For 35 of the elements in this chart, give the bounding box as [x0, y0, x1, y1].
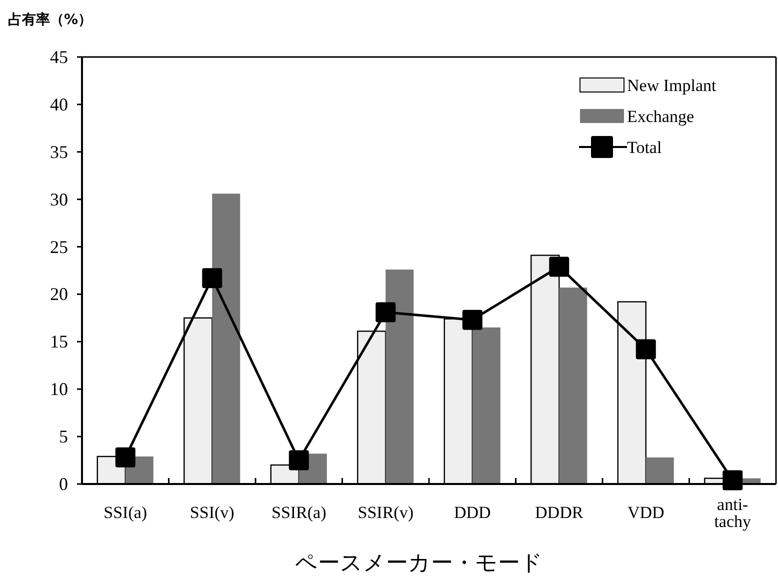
- bar: [212, 194, 240, 484]
- x-tick-label: DDDR: [535, 503, 584, 522]
- point: [202, 268, 222, 288]
- y-tick-label: 5: [59, 426, 68, 447]
- point: [462, 310, 482, 330]
- bar: [646, 457, 674, 484]
- y-tick-label: 10: [50, 379, 68, 400]
- point: [636, 339, 656, 360]
- y-tick-label: 30: [50, 189, 68, 210]
- y-tick-label: 15: [50, 332, 68, 352]
- bar: [559, 288, 588, 484]
- y-tick-label: 0: [59, 474, 68, 494]
- y-tick-label: 40: [50, 94, 68, 114]
- point: [376, 302, 396, 322]
- bar: [472, 327, 500, 484]
- y-tick-label: 35: [50, 142, 68, 162]
- legend-label: Exchange: [627, 107, 694, 126]
- y-tick-label: 45: [50, 47, 68, 67]
- x-tick-label: VDD: [627, 503, 664, 522]
- x-tick-label: DDD: [454, 503, 491, 522]
- y-axis-title: 占有率（%）: [8, 11, 92, 28]
- point: [115, 447, 136, 468]
- y-tick-label: 25: [50, 236, 68, 257]
- x-tick-label: SSI(v): [190, 503, 234, 522]
- x-tick-label: SSI(a): [104, 503, 148, 522]
- x-axis-title: ペースメーカー・モード: [295, 551, 543, 576]
- x-tick-label: SSIR(v): [358, 503, 414, 522]
- x-tick-label: anti-tachy: [714, 495, 752, 531]
- legend-label: Total: [627, 138, 662, 157]
- bar: [386, 270, 414, 484]
- x-tick-label: SSIR(a): [271, 503, 326, 522]
- legend-label: New Implant: [627, 76, 716, 95]
- point: [288, 450, 309, 470]
- point: [549, 256, 570, 277]
- y-tick-label: 20: [50, 284, 68, 304]
